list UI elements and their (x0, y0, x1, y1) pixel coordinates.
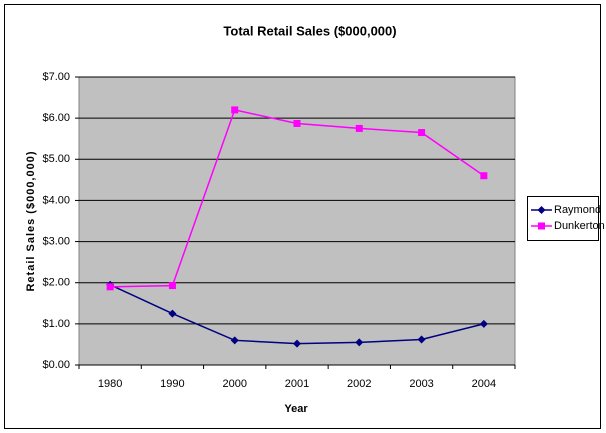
y-tick-label: $5.00 (42, 153, 70, 165)
marker (231, 106, 239, 114)
y-tick-label: $1.00 (42, 318, 70, 330)
y-tick-label: $4.00 (42, 194, 70, 206)
legend (527, 196, 599, 241)
marker (293, 119, 301, 127)
x-tick-label: 2002 (347, 378, 371, 390)
y-axis-label: Retail Sales ($000,000) (25, 150, 37, 291)
marker (106, 283, 114, 291)
marker (480, 172, 488, 180)
marker (417, 335, 426, 344)
y-tick-label: $3.00 (42, 235, 70, 247)
x-tick-label: 2004 (472, 378, 496, 390)
x-tick-label: 2001 (285, 378, 309, 390)
y-tick-label: $7.00 (42, 71, 70, 83)
chart-title: Total Retail Sales ($000,000) (223, 23, 396, 38)
marker (537, 206, 546, 214)
legend-label: Raymond (554, 204, 601, 216)
marker (538, 222, 545, 230)
x-tick-label: 1990 (160, 378, 184, 390)
x-tick-label: 1980 (98, 378, 122, 390)
y-tick-label: $2.00 (42, 277, 70, 289)
marker (168, 309, 177, 318)
marker (355, 124, 363, 132)
x-tick-label: 2003 (409, 378, 433, 390)
marker (355, 338, 364, 347)
x-tick-label: 2000 (222, 378, 246, 390)
y-tick-label: $0.00 (42, 359, 70, 371)
marker (479, 319, 488, 328)
y-tick-label: $6.00 (42, 112, 70, 124)
marker (418, 129, 426, 137)
marker (168, 282, 176, 290)
marker (230, 336, 239, 345)
legend-label: Dunkerton (554, 220, 605, 232)
x-axis-label: Year (284, 403, 308, 415)
marker (293, 339, 301, 348)
